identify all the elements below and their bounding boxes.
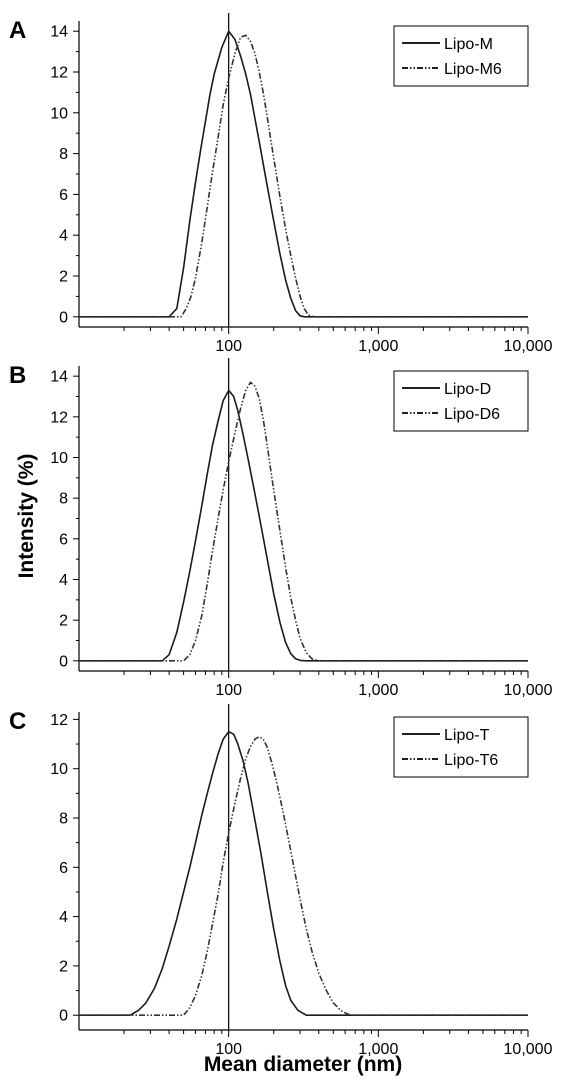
y-tick-label: 2 [59,613,68,630]
y-axis-title: Intensity (%) [15,454,38,579]
y-tick-label: 12 [50,712,68,729]
chart-panel-a: 0 2 4 6 8 10 12 14 100 1,000 10,000 Lipo-M Lipo-M6 A [9,13,553,355]
y-tick-label: 8 [59,491,68,508]
legend-box [393,25,529,87]
x-tick-label: 1,000 [358,338,398,355]
x-tick-label: 100 [215,338,242,355]
y-tick-label: 14 [50,369,68,386]
y-tick-label: 6 [59,860,68,877]
series-line-lipo-t [79,730,528,1017]
x-axis-title: Mean diameter (nm) [204,1053,402,1076]
legend-box [393,370,529,432]
x-tick-label: 1,000 [358,682,398,699]
y-tick-label: 2 [59,958,68,975]
y-tick-label: 0 [59,653,68,670]
x-tick-label: 10,000 [504,338,553,355]
x-tick-label: 1,000 [358,1041,398,1058]
legend-box [393,716,529,778]
series-line-lipo-t6 [79,735,528,1017]
series-line-lipo-m [79,30,528,318]
y-tick-label: 4 [59,572,68,589]
legend-label: Lipo-D6 [444,406,500,423]
y-tick-label: 12 [50,65,68,82]
legend-label: Lipo-M6 [444,61,502,78]
panel-label: A [9,17,26,44]
chart-panel-b: 0 2 4 6 8 10 12 14 100 1,000 10,000 Lipo-D Lipo-D6 B [9,358,553,699]
panel-label: B [9,362,26,389]
y-tick-label: 4 [59,909,68,926]
x-tick-label: 100 [215,682,242,699]
y-tick-label: 0 [59,309,68,326]
legend-label: Lipo-T [444,727,490,744]
legend-label: Lipo-M [444,36,493,53]
y-tick-label: 6 [59,531,68,548]
legend-label: Lipo-D [444,381,491,398]
y-tick-label: 6 [59,187,68,204]
chart-panel-c: 0 2 4 6 8 10 12 100 1,000 10,000 Lipo-T Lipo-T6 C [9,704,553,1058]
y-tick-label: 4 [59,228,68,245]
y-tick-label: 0 [59,1008,68,1025]
x-tick-label: 10,000 [504,682,553,699]
x-tick-label: 10,000 [504,1041,553,1058]
series-line-lipo-m6 [79,34,528,318]
series-line-lipo-d6 [79,381,528,662]
y-tick-label: 10 [50,761,68,778]
y-tick-label: 14 [50,24,68,41]
y-tick-label: 10 [50,450,68,467]
y-tick-label: 8 [59,146,68,163]
y-tick-label: 10 [50,105,68,122]
y-tick-label: 2 [59,269,68,286]
legend-label: Lipo-T6 [444,752,498,769]
y-tick-label: 8 [59,811,68,828]
y-tick-label: 12 [50,409,68,426]
series-line-lipo-d [79,389,528,662]
x-tick-label: 100 [215,1041,242,1058]
panel-label: C [9,708,26,735]
